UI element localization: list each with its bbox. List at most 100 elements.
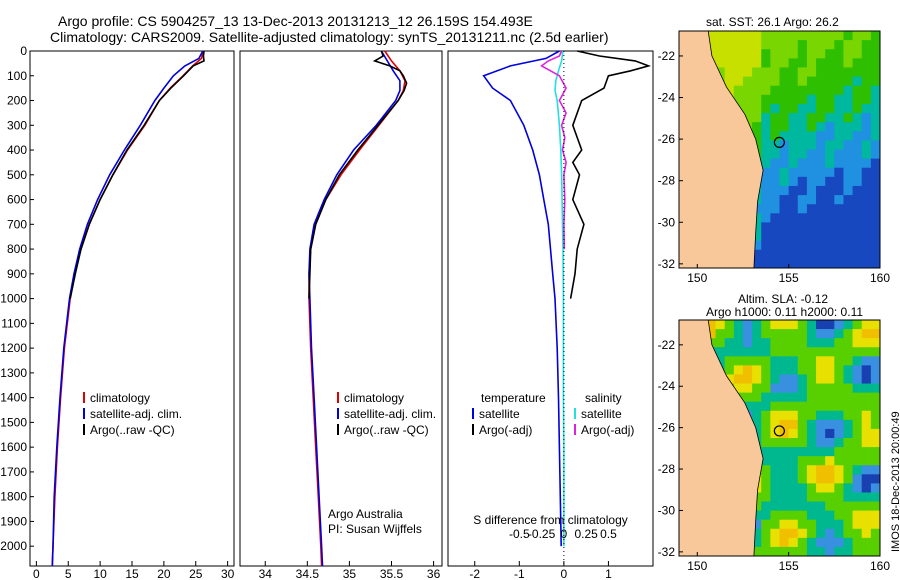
- sla-map-cell: [788, 401, 799, 412]
- sla-map-cell: [806, 465, 817, 475]
- sla-map-cell: [797, 501, 808, 512]
- x-tick-label: 20: [157, 567, 171, 580]
- sst-map-cell: [843, 40, 854, 50]
- sst-map-cell: [861, 149, 872, 160]
- sla-map-cell: [816, 347, 826, 357]
- sla-map-cell: [834, 338, 844, 348]
- sst-map-cell: [861, 58, 872, 68]
- sla-map-cell: [797, 492, 808, 503]
- sst-map-cell: [834, 195, 844, 205]
- sst-map-cell: [843, 204, 854, 214]
- sla-map-cell: [852, 329, 863, 339]
- sst-map-cell: [861, 40, 872, 50]
- sst-map-cell: [843, 49, 854, 59]
- sst-map-cell: [724, 31, 735, 41]
- sst-map-cell: [870, 195, 881, 205]
- sla-y-tick-label: -32: [658, 545, 676, 559]
- sla-map-cell: [816, 428, 826, 439]
- sst-map-cell: [861, 76, 872, 87]
- sla-map-cell: [852, 392, 863, 403]
- sst-map-cell: [752, 122, 762, 132]
- sla-map-cell: [779, 320, 790, 330]
- sst-map-cell: [816, 149, 826, 160]
- sst-map-cell: [752, 231, 762, 242]
- sst-map-cell: [752, 49, 762, 59]
- sst-map-cell: [861, 222, 872, 233]
- sst-map-cell: [825, 222, 835, 233]
- sla-map-cell: [816, 419, 826, 430]
- sla-map-cell: [724, 356, 735, 366]
- sla-map-cell: [843, 447, 854, 457]
- sla-map-cell: [861, 401, 872, 412]
- sla-map-cell: [834, 356, 844, 366]
- sst-map-cell: [861, 131, 872, 141]
- sst-map-cell: [816, 103, 826, 114]
- sla-y-tick-label: -30: [658, 503, 676, 517]
- sst-map-cell: [797, 185, 808, 196]
- sla-y-tick-label: -22: [658, 338, 676, 352]
- sst-map-cell: [843, 213, 854, 223]
- sla-argo-marker: [773, 425, 785, 437]
- sst-map-cell: [806, 94, 817, 105]
- sst-map-cell: [752, 76, 762, 87]
- sla-map-cell: [797, 465, 808, 475]
- sst-map-cell: [843, 231, 854, 242]
- sst-map-cell: [816, 222, 826, 233]
- sst-map-cell: [715, 67, 726, 78]
- sla-map-cell: [852, 320, 863, 330]
- sst-map-cell: [761, 122, 771, 132]
- sst-map-cell: [843, 76, 854, 87]
- sla-map-cell: [797, 365, 808, 375]
- sst-map-cell: [825, 131, 835, 141]
- sla-map-cell: [770, 456, 780, 466]
- sla-map-cell: [797, 438, 808, 448]
- sla-map-cell: [770, 537, 780, 548]
- sst-map-cell: [779, 185, 790, 196]
- sst-map-cell: [843, 222, 854, 233]
- sla-map-cell: [788, 383, 799, 394]
- sla-map-cell: [806, 519, 817, 530]
- sla-map-cell: [825, 456, 835, 466]
- sst-map-cell: [779, 149, 790, 160]
- sla-map-cell: [770, 347, 780, 357]
- sst-map-cell: [843, 103, 854, 114]
- sst-map-cell: [806, 49, 817, 59]
- sla-map-cell: [770, 401, 780, 412]
- sla-x-tick-label: 150: [687, 559, 707, 573]
- sst-map-cell: [779, 94, 790, 105]
- sst-map-cell: [834, 131, 844, 141]
- sst-map-cell: [779, 58, 790, 68]
- sst-map-cell: [779, 204, 790, 214]
- sla-map-title-1: Altim. SLA: -0.12: [738, 292, 829, 306]
- sla-map-cell: [788, 410, 799, 421]
- sst-map-cell: [834, 140, 844, 150]
- x-tick-label: -1: [514, 567, 525, 580]
- sla-map-cell: [870, 501, 881, 512]
- sla-map-cell: [770, 492, 780, 503]
- sla-map-cell: [788, 528, 799, 539]
- sst-map-cell: [724, 58, 735, 68]
- sla-map-cell: [761, 428, 771, 439]
- sla-map-cell: [834, 410, 844, 421]
- y-tick-label: 1200: [0, 341, 27, 355]
- sla-map-cell: [761, 519, 771, 530]
- sst-map-cell: [761, 167, 771, 178]
- sst-map-cell: [788, 131, 799, 141]
- sla-map-cell: [752, 320, 762, 330]
- sla-map-cell: [806, 356, 817, 366]
- sla-map-cell: [770, 438, 780, 448]
- sst-map-cell: [797, 258, 808, 269]
- sla-map-cell: [843, 320, 854, 330]
- sst-map-cell: [779, 67, 790, 78]
- sst-map-cell: [834, 113, 844, 123]
- sla-map-cell: [779, 338, 790, 348]
- sst-map-cell: [834, 58, 844, 68]
- sst-map-cell: [752, 58, 762, 68]
- sla-map-cell: [779, 474, 790, 484]
- sst-map-cell: [742, 58, 753, 68]
- sla-map-cell: [797, 447, 808, 457]
- sst-map-cell: [788, 258, 799, 269]
- sla-map-cell: [852, 510, 863, 521]
- sla-map-cell: [742, 365, 753, 375]
- sst-map-cell: [852, 149, 863, 160]
